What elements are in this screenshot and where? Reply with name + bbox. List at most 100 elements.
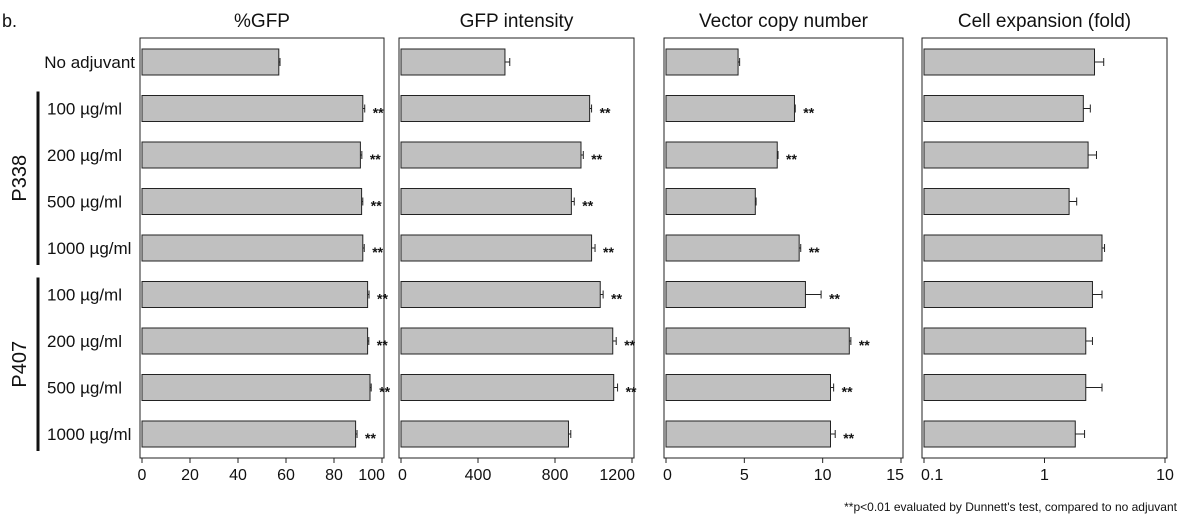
category-label: 200 µg/ml — [47, 332, 122, 351]
significance-marker: ** — [829, 291, 840, 307]
panel-title: GFP intensity — [460, 11, 574, 32]
bar — [141, 234, 364, 262]
bar — [665, 374, 831, 401]
category-label: 200 µg/ml — [47, 146, 122, 165]
bar — [400, 374, 615, 401]
bar — [141, 141, 361, 169]
x-tick-label: 10 — [814, 467, 832, 484]
bar — [400, 95, 591, 122]
bar — [923, 234, 1103, 262]
group-labels: P338 P407 — [9, 91, 40, 451]
significance-marker: ** — [803, 105, 814, 121]
bar — [923, 141, 1089, 169]
significance-marker: ** — [377, 291, 388, 307]
significance-marker: ** — [624, 337, 635, 353]
figure-label: b. — [2, 11, 17, 31]
bar — [923, 48, 1096, 76]
x-tick-label: 0 — [138, 467, 147, 484]
bar — [400, 234, 593, 262]
significance-marker: ** — [842, 384, 853, 400]
x-tick-label: 1200 — [599, 467, 635, 484]
x-tick-label: 0 — [663, 467, 672, 484]
bar — [665, 327, 850, 355]
significance-marker: ** — [365, 430, 376, 446]
bar — [923, 95, 1084, 122]
bar — [400, 420, 569, 448]
category-label: 1000 µg/ml — [47, 239, 131, 258]
significance-marker: ** — [600, 105, 611, 121]
category-label: 100 µg/ml — [47, 100, 122, 119]
bar — [141, 188, 363, 215]
significance-marker: ** — [379, 384, 390, 400]
bar — [141, 374, 371, 401]
bar — [141, 327, 369, 355]
chart-panel: GFP intensity 0 400 800 1200 ** ** ** ** ** ** ** — [398, 11, 637, 484]
x-tick-label: 10 — [1156, 467, 1174, 484]
significance-marker: ** — [582, 198, 593, 214]
category-labels: No adjuvant 100 µg/ml 200 µg/ml 500 µg/ml 10… — [44, 53, 135, 444]
bar — [141, 281, 369, 308]
group-label: P407 — [9, 341, 31, 388]
x-tick-label: 1 — [1040, 467, 1049, 484]
panel-title: Cell expansion (fold) — [958, 11, 1131, 32]
chart-panel: Cell expansion (fold) 0.1 1 10 — [921, 11, 1174, 484]
x-tick-label: 0 — [398, 467, 407, 484]
footnote: **p<0.01 evaluated by Dunnett's test, co… — [844, 500, 1177, 514]
significance-marker: ** — [843, 430, 854, 446]
bar — [923, 374, 1087, 401]
significance-marker: ** — [370, 151, 381, 167]
bar — [665, 420, 831, 448]
bar — [665, 48, 739, 76]
significance-marker: ** — [786, 151, 797, 167]
x-tick-label: 20 — [181, 467, 199, 484]
category-label: 500 µg/ml — [47, 379, 122, 398]
significance-marker: ** — [809, 244, 820, 260]
x-tick-label: 40 — [229, 467, 247, 484]
bar — [665, 234, 800, 262]
significance-marker: ** — [372, 244, 383, 260]
bar — [923, 281, 1093, 308]
x-tick-label: 800 — [542, 467, 569, 484]
chart-panel: %GFP 0 20 40 60 80 100 ** ** ** ** ** ** ** ** — [138, 11, 391, 484]
bar — [400, 327, 614, 355]
category-label: No adjuvant — [44, 53, 135, 72]
plot-frame — [663, 37, 904, 459]
significance-marker: ** — [603, 244, 614, 260]
significance-marker: ** — [377, 337, 388, 353]
bar — [665, 141, 778, 169]
significance-marker: ** — [373, 105, 384, 121]
x-tick-label: 60 — [277, 467, 295, 484]
category-label: 1000 µg/ml — [47, 425, 131, 444]
x-tick-label: 0.1 — [921, 467, 943, 484]
bar — [400, 48, 506, 76]
x-tick-label: 400 — [465, 467, 492, 484]
bar — [141, 48, 280, 76]
bar — [400, 188, 572, 215]
bar — [923, 420, 1076, 448]
bar — [141, 95, 364, 122]
significance-marker: ** — [591, 151, 602, 167]
x-tick-label: 5 — [740, 467, 749, 484]
x-tick-label: 15 — [886, 467, 904, 484]
panel-title: %GFP — [234, 11, 290, 32]
category-label: 100 µg/ml — [47, 286, 122, 305]
bar — [665, 281, 806, 308]
significance-marker: ** — [371, 198, 382, 214]
bar — [665, 188, 756, 215]
category-label: 500 µg/ml — [47, 193, 122, 212]
bar — [400, 281, 601, 308]
bar — [923, 188, 1070, 215]
plot-frame — [398, 37, 635, 459]
plot-frame — [139, 37, 385, 459]
significance-marker: ** — [611, 291, 622, 307]
x-tick-label: 100 — [358, 467, 385, 484]
group-label: P338 — [9, 155, 31, 202]
x-tick-label: 80 — [325, 467, 343, 484]
significance-marker: ** — [859, 337, 870, 353]
bar — [141, 420, 357, 448]
bar — [923, 327, 1087, 355]
panel-title: Vector copy number — [699, 11, 869, 32]
bar — [665, 95, 795, 122]
